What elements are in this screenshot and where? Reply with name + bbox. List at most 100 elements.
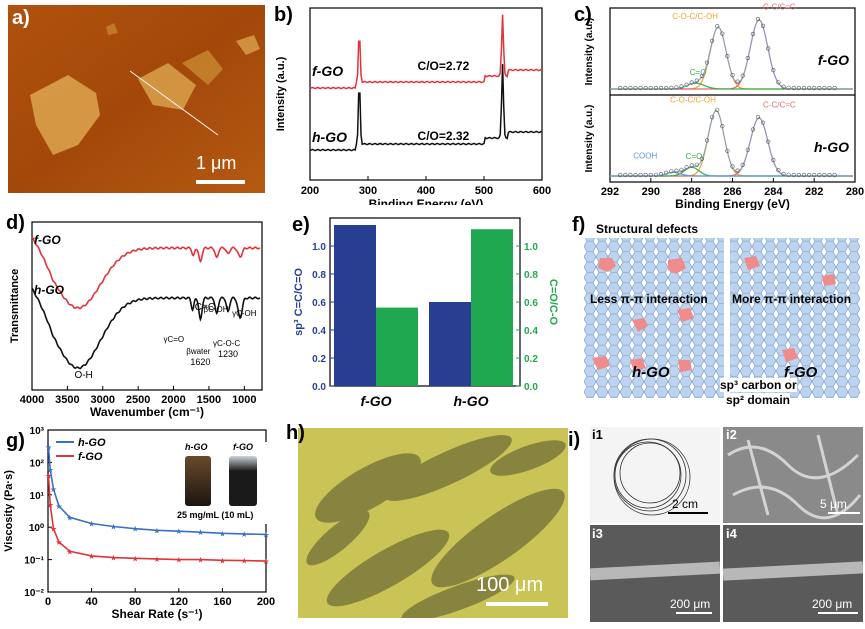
raw-data-point <box>648 172 653 178</box>
x-axis-label: Binding Energy (eV) <box>369 197 484 205</box>
component-curve <box>610 171 853 177</box>
i2-label: i2 <box>726 427 737 442</box>
y-tick-label: 10⁻¹ <box>24 556 44 567</box>
raw-data-point <box>807 85 812 91</box>
y-tick-label: 10¹ <box>30 491 45 502</box>
afm-flake <box>106 23 118 35</box>
i2-image <box>723 427 863 523</box>
data-point: ★ <box>45 443 52 452</box>
series-line-f-GO <box>31 236 261 310</box>
component-label: C-C/C=C <box>763 3 796 12</box>
viscosity-chart: 0 40 80 120 160 200 10⁻² 10⁻¹ 10⁰ 10¹ 10² 10³ Shear … <box>3 426 275 621</box>
raw-data-point <box>674 85 679 90</box>
raw-data-point <box>653 172 658 177</box>
annotation: βC-OH <box>203 305 228 314</box>
afm-profile-line <box>129 70 219 136</box>
annotation: 1230 <box>218 349 238 359</box>
data-point: ★ <box>45 471 52 480</box>
raw-data-point <box>812 85 817 91</box>
raw-data-point <box>735 168 740 173</box>
data-point: ★ <box>153 526 160 535</box>
raw-data-point <box>715 24 720 29</box>
x-tick-label: 160 <box>213 596 231 608</box>
raw-data-point <box>761 23 766 29</box>
raw-data-point <box>684 165 689 170</box>
raw-data-point <box>638 85 643 91</box>
data-point: ★ <box>175 527 182 536</box>
raw-data-point <box>689 80 694 85</box>
data-point: ★ <box>132 525 139 534</box>
panel-c-letter: c) <box>574 4 592 26</box>
x-tick-label: 2000 <box>161 394 185 406</box>
component-curve <box>610 166 853 177</box>
y-tick-label: 10³ <box>30 426 45 437</box>
panel-a-scale-label: 1 μm <box>196 153 237 173</box>
y-tick-label: 10⁰ <box>29 523 44 534</box>
annotation: 1620 <box>190 357 210 367</box>
raw-data-point <box>745 147 750 152</box>
data-point: ★ <box>241 557 248 566</box>
raw-data-point <box>648 85 653 91</box>
raw-data-point <box>618 85 623 91</box>
panel-b: b) 200 300 400 500 600 Binding Energy (eV) Int… <box>270 0 560 211</box>
series-label: f-GO <box>312 63 343 79</box>
series-line-f-GO <box>47 475 267 562</box>
i1-label: i1 <box>592 427 603 442</box>
raw-data-point <box>720 124 725 129</box>
raw-data-point <box>817 85 822 91</box>
bar-f-GO-0 <box>334 225 376 386</box>
x-tick-label: 290 <box>642 186 660 198</box>
raw-data-point <box>755 114 761 120</box>
vial-inset: h-GO f-GO 25 mg/mL (10 mL) <box>175 442 267 524</box>
structural-defects-label: Structural defects <box>596 222 699 236</box>
x-tick-label: 1000 <box>232 394 256 406</box>
y-axis-label-right: C=O/C-O <box>547 279 559 326</box>
x-tick-label: 200 <box>301 185 319 197</box>
raw-data-point <box>704 138 710 143</box>
y-tick-label-right: 1.0 <box>524 242 538 253</box>
category-label: h-GO <box>454 393 489 409</box>
raw-data-point <box>771 157 776 163</box>
ratio-label: C/O=2.72 <box>418 59 470 73</box>
xps-survey-chart: 200 300 400 500 600 Binding Energy (eV) Intens… <box>275 7 551 211</box>
panel-f: f) Structural defects Less π-π interacti… <box>572 210 865 420</box>
component-label: C-O-C/C-OH <box>670 95 716 104</box>
raw-data-point <box>761 120 766 125</box>
y-axis-label: Intensity (a.u.) <box>584 18 595 86</box>
vial-caption: 25 mg/mL (10 mL) <box>177 510 254 520</box>
panel-g: g) 0 40 80 120 160 200 10⁻² 10⁻¹ 10⁰ 10¹ 10² 10³ She… <box>0 420 285 624</box>
legend-label: f-GO <box>78 451 103 463</box>
data-point: ★ <box>132 554 139 563</box>
component-label: COOH <box>633 151 657 160</box>
raw-data-point <box>812 172 817 178</box>
panel-d: d) 4000 3500 3000 2500 2000 1500 1000 Wavenumbe… <box>0 210 275 420</box>
raw-data-point <box>755 17 761 22</box>
raw-data-point <box>832 85 837 91</box>
raw-data-point <box>663 170 669 175</box>
y-axis-label: Intensity (a.u.) <box>584 105 595 173</box>
data-point: ★ <box>50 485 57 494</box>
raw-data-point <box>750 31 755 37</box>
x-tick-label: 284 <box>764 186 783 198</box>
x-tick-label: 500 <box>475 185 493 197</box>
x-tick-label: 80 <box>129 596 141 608</box>
raw-data-point <box>766 139 771 144</box>
raw-data-point <box>791 172 796 178</box>
data-point: ★ <box>241 530 248 539</box>
raw-data-point <box>669 85 674 90</box>
x-axis-label: Binding Energy (eV) <box>675 197 790 210</box>
component-curve <box>610 26 853 90</box>
afm-flake <box>182 50 223 85</box>
data-point: ★ <box>50 525 57 534</box>
bar-f-GO-1 <box>376 307 418 386</box>
raw-data-point <box>643 85 648 91</box>
y-tick-label-right: 0.2 <box>524 354 538 365</box>
y-tick-label: 10² <box>30 458 45 469</box>
x-tick-label: 300 <box>359 185 377 197</box>
raw-data-point <box>679 167 684 172</box>
panel-e-letter: e) <box>292 214 310 236</box>
subplot-label: f-GO <box>818 52 849 68</box>
annotation: C=C <box>195 302 215 313</box>
raw-data-point <box>679 84 684 89</box>
xps-c1s-chart: 292 290 288 286 284 282 280 Binding Energy (eV)… <box>584 3 864 211</box>
